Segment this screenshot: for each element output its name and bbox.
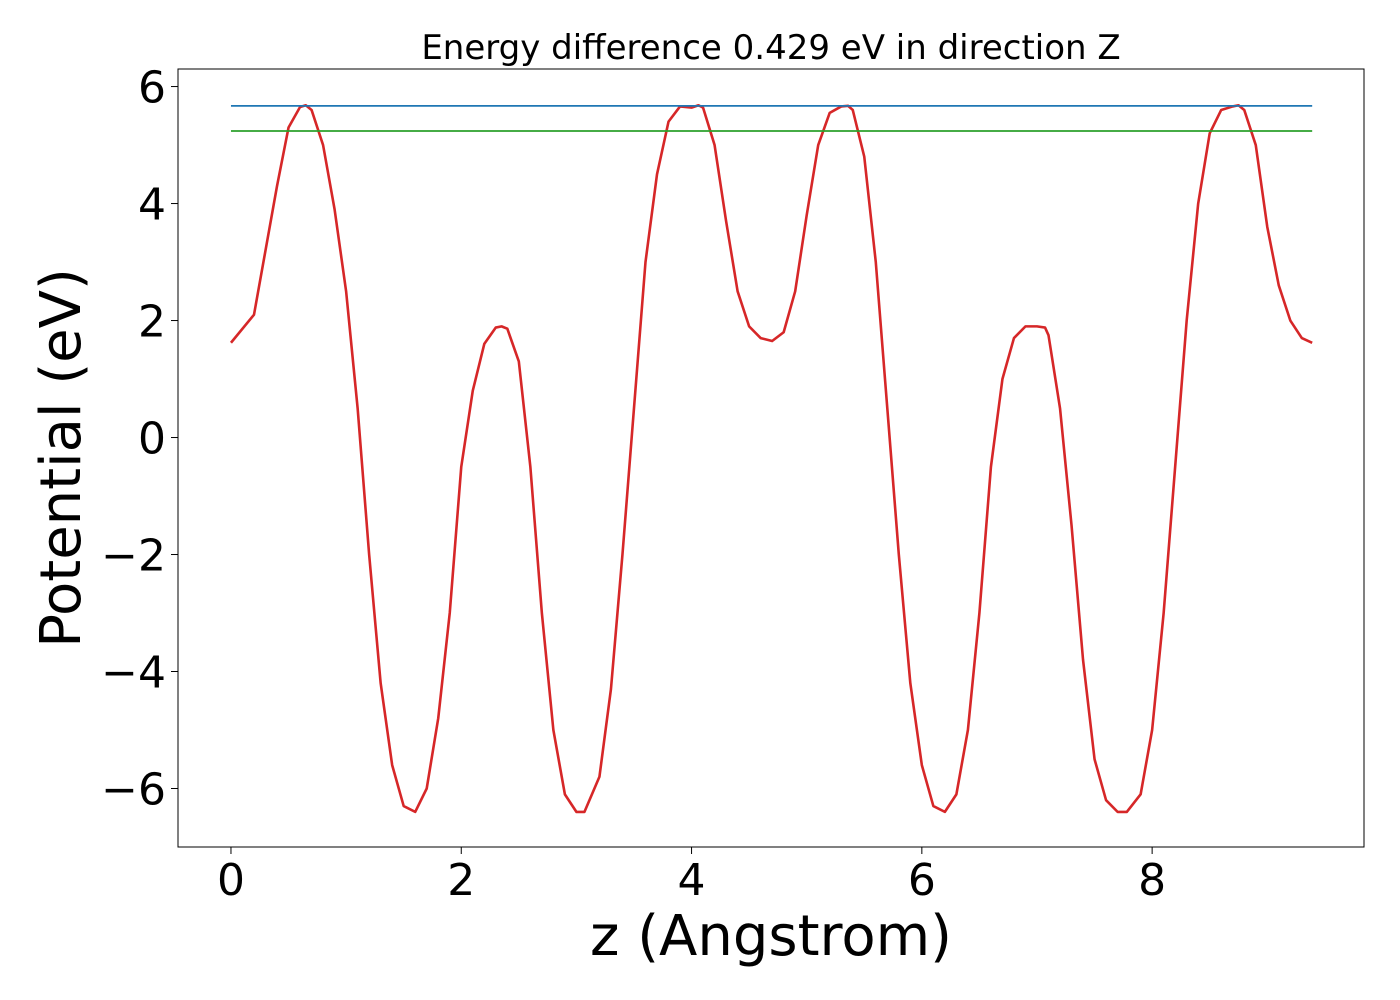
x-tick-label: 4 — [678, 855, 706, 906]
x-tick-label: 8 — [1138, 855, 1166, 906]
y-tick-label: 0 — [138, 414, 166, 465]
y-tick-label: −2 — [101, 531, 166, 582]
x-tick-label: 0 — [217, 855, 245, 906]
y-tick-label: 2 — [138, 297, 166, 348]
x-tick-label: 2 — [447, 855, 475, 906]
y-tick-label: 6 — [138, 63, 166, 114]
y-tick-label: 4 — [138, 180, 166, 231]
series-layer — [229, 103, 1313, 814]
x-axis-label: z (Angstrom) — [590, 904, 952, 969]
chart-title: Energy difference 0.429 eV in direction … — [421, 28, 1120, 68]
x-tick-label: 6 — [908, 855, 936, 906]
plot-background — [178, 69, 1364, 847]
x-axis: 0 2 4 6 8 — [217, 847, 1166, 906]
plot-frame — [177, 68, 1365, 848]
series-line-0 — [229, 103, 1313, 814]
y-tick-label: −6 — [101, 765, 166, 816]
y-axis-label: Potential (eV) — [29, 268, 94, 648]
y-axis: 6 4 2 0 −2 −4 −6 — [101, 63, 178, 816]
y-tick-label: −4 — [101, 648, 166, 699]
